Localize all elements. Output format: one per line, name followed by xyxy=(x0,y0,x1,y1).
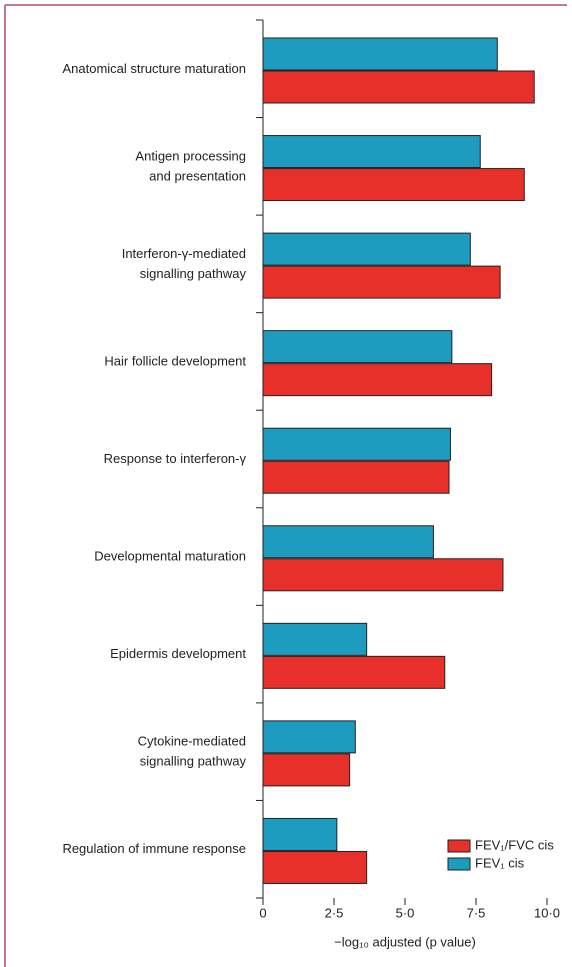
bar xyxy=(262,850,368,884)
category-label-line: Developmental maturation xyxy=(94,549,246,564)
bar xyxy=(262,168,525,202)
category-label-line: Cytokine-mediated xyxy=(138,734,246,749)
category-label: Cytokine-mediated signalling pathway xyxy=(138,734,247,769)
x-tick-label: 10·0 xyxy=(534,905,560,920)
bar xyxy=(262,37,498,71)
x-axis-label: −log₁₀ adjusted (p value) xyxy=(334,934,476,949)
legend-swatch xyxy=(447,857,471,871)
category-label: Antigen processing and presentation xyxy=(135,149,246,184)
x-tick-label: 2·5 xyxy=(325,905,344,920)
category-label: Hair follicle development xyxy=(104,354,246,369)
category-label-line: and presentation xyxy=(149,169,246,184)
category-label-line: Hair follicle development xyxy=(104,354,246,369)
bar xyxy=(262,655,446,689)
bar xyxy=(262,70,535,104)
legend-label: FEV₁ cis xyxy=(475,855,525,870)
bar xyxy=(262,558,504,592)
bar xyxy=(262,265,501,299)
legend-label: FEV₁/FVC cis xyxy=(475,837,554,852)
x-tick-label: 7·5 xyxy=(467,905,486,920)
x-tick-label: 0 xyxy=(259,905,266,920)
bar xyxy=(262,622,368,656)
bar xyxy=(262,720,356,754)
legend-swatch xyxy=(447,839,471,853)
category-label: Developmental maturation xyxy=(94,549,246,564)
category-label-line: Response to interferon-γ xyxy=(104,451,247,466)
category-label-line: Interferon-γ-mediated xyxy=(122,246,246,261)
x-tick-label: 5·0 xyxy=(396,905,415,920)
category-label: Response to interferon-γ xyxy=(104,451,247,466)
category-label-line: Regulation of immune response xyxy=(62,842,246,857)
category-label-line: signalling pathway xyxy=(140,754,247,769)
category-label: Regulation of immune response xyxy=(62,842,246,857)
bar xyxy=(262,232,471,266)
bar xyxy=(262,427,451,461)
category-label: Anatomical structure maturation xyxy=(62,61,246,76)
bar xyxy=(262,330,453,364)
category-label: Interferon-γ-mediated signalling pathway xyxy=(122,246,247,281)
category-label-line: Epidermis development xyxy=(110,647,246,662)
bar xyxy=(262,525,434,559)
category-label-line: signalling pathway xyxy=(140,266,247,281)
bar xyxy=(262,460,450,494)
category-label-line: Antigen processing xyxy=(135,149,246,164)
category-label-line: Anatomical structure maturation xyxy=(62,61,246,76)
bar xyxy=(262,135,481,169)
bar xyxy=(262,363,493,397)
category-label: Epidermis development xyxy=(110,647,246,662)
bar xyxy=(262,753,351,787)
bar xyxy=(262,817,338,851)
